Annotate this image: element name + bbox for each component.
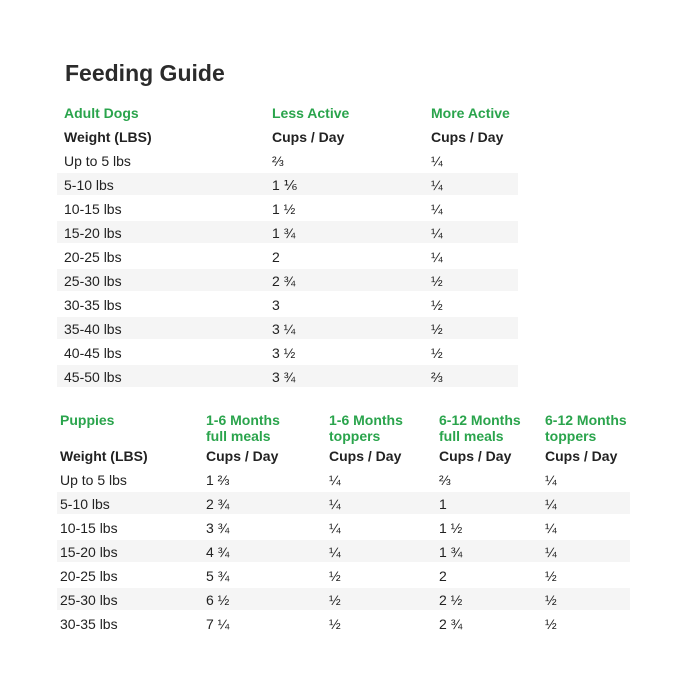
table-cell: Up to 5 lbs xyxy=(64,153,131,169)
table-cell: 2 ¾ xyxy=(439,616,463,632)
table-cell: ⅔ xyxy=(431,369,443,385)
table-cell: Up to 5 lbs xyxy=(60,472,127,488)
column-header: 1-6 Months xyxy=(329,412,403,428)
table-cell: ½ xyxy=(329,592,341,608)
table-cell: ¼ xyxy=(431,201,443,217)
table-cell: ½ xyxy=(431,297,443,313)
table-cell: 2 ¾ xyxy=(272,273,296,289)
column-header: toppers xyxy=(329,428,381,444)
table-cell: ½ xyxy=(431,345,443,361)
table-cell: 30-35 lbs xyxy=(64,297,122,313)
table-cell: ½ xyxy=(545,616,557,632)
table-cell: 3 ½ xyxy=(272,345,296,361)
column-subheader: Cups / Day xyxy=(272,129,345,145)
table-cell: ¼ xyxy=(431,153,443,169)
table-cell: 1 ⅔ xyxy=(206,472,230,488)
table-cell: 2 xyxy=(439,568,447,584)
table-cell: 2 ¾ xyxy=(206,496,230,512)
table-cell: ½ xyxy=(329,616,341,632)
table-cell: 4 ¾ xyxy=(206,544,230,560)
table-cell: 30-35 lbs xyxy=(60,616,118,632)
table-cell: 10-15 lbs xyxy=(60,520,118,536)
table-cell: 3 ¼ xyxy=(272,321,296,337)
table-cell: 40-45 lbs xyxy=(64,345,122,361)
page-title: Feeding Guide xyxy=(65,60,225,86)
table-cell: ¼ xyxy=(431,177,443,193)
table-cell: 6 ½ xyxy=(206,592,230,608)
table-cell: 1 ½ xyxy=(272,201,296,217)
column-subheader: Cups / Day xyxy=(431,129,504,145)
row-stripe xyxy=(57,365,518,387)
column-header: More Active xyxy=(431,105,510,121)
table-cell: ¼ xyxy=(431,249,443,265)
table-cell: 35-40 lbs xyxy=(64,321,122,337)
table-cell: ½ xyxy=(545,592,557,608)
table-cell: 3 ¾ xyxy=(272,369,296,385)
row-stripe xyxy=(57,588,630,610)
table-cell: 15-20 lbs xyxy=(60,544,118,560)
table-cell: 5-10 lbs xyxy=(60,496,110,512)
table-cell: 15-20 lbs xyxy=(64,225,122,241)
column-subheader: Cups / Day xyxy=(329,448,402,464)
row-stripe xyxy=(57,173,518,195)
column-header: full meals xyxy=(206,428,271,444)
column-subheader: Cups / Day xyxy=(439,448,512,464)
column-header: Puppies xyxy=(60,412,115,428)
row-stripe xyxy=(57,269,518,291)
table-cell: ⅔ xyxy=(439,472,451,488)
table-cell: 7 ¼ xyxy=(206,616,230,632)
table-cell: ¼ xyxy=(545,520,557,536)
table-cell: 5 ¾ xyxy=(206,568,230,584)
table-cell: 25-30 lbs xyxy=(60,592,118,608)
table-cell: ¼ xyxy=(545,472,557,488)
table-cell: 25-30 lbs xyxy=(64,273,122,289)
row-stripe xyxy=(57,221,518,243)
table-cell: ½ xyxy=(431,321,443,337)
table-cell: ½ xyxy=(329,568,341,584)
row-stripe xyxy=(57,492,630,514)
table-cell: 20-25 lbs xyxy=(60,568,118,584)
table-cell: ½ xyxy=(545,568,557,584)
column-subheader: Weight (LBS) xyxy=(60,448,148,464)
column-header: Less Active xyxy=(272,105,350,121)
table-cell: 20-25 lbs xyxy=(64,249,122,265)
column-header: 1-6 Months xyxy=(206,412,280,428)
row-stripe xyxy=(57,540,630,562)
table-cell: 3 ¾ xyxy=(206,520,230,536)
table-cell: 1 ¾ xyxy=(272,225,296,241)
table-cell: ½ xyxy=(431,273,443,289)
row-stripe xyxy=(57,317,518,339)
table-cell: ¼ xyxy=(329,520,341,536)
column-header: 6-12 Months xyxy=(439,412,521,428)
table-cell: ¼ xyxy=(329,472,341,488)
column-subheader: Weight (LBS) xyxy=(64,129,152,145)
column-header: 6-12 Months xyxy=(545,412,627,428)
table-cell: ¼ xyxy=(329,496,341,512)
table-cell: ¼ xyxy=(329,544,341,560)
table-cell: 1 ⅙ xyxy=(272,177,298,193)
column-header: Adult Dogs xyxy=(64,105,139,121)
table-cell: ¼ xyxy=(545,496,557,512)
table-cell: 10-15 lbs xyxy=(64,201,122,217)
column-header: full meals xyxy=(439,428,504,444)
table-cell: 2 ½ xyxy=(439,592,463,608)
table-cell: ¼ xyxy=(431,225,443,241)
column-header: toppers xyxy=(545,428,597,444)
table-cell: 2 xyxy=(272,249,280,265)
table-cell: ⅔ xyxy=(272,153,284,169)
table-cell: 1 xyxy=(439,496,447,512)
table-cell: 45-50 lbs xyxy=(64,369,122,385)
table-cell: ¼ xyxy=(545,544,557,560)
column-subheader: Cups / Day xyxy=(545,448,618,464)
table-cell: 5-10 lbs xyxy=(64,177,114,193)
table-cell: 1 ½ xyxy=(439,520,463,536)
column-subheader: Cups / Day xyxy=(206,448,279,464)
table-cell: 3 xyxy=(272,297,280,313)
table-cell: 1 ¾ xyxy=(439,544,463,560)
